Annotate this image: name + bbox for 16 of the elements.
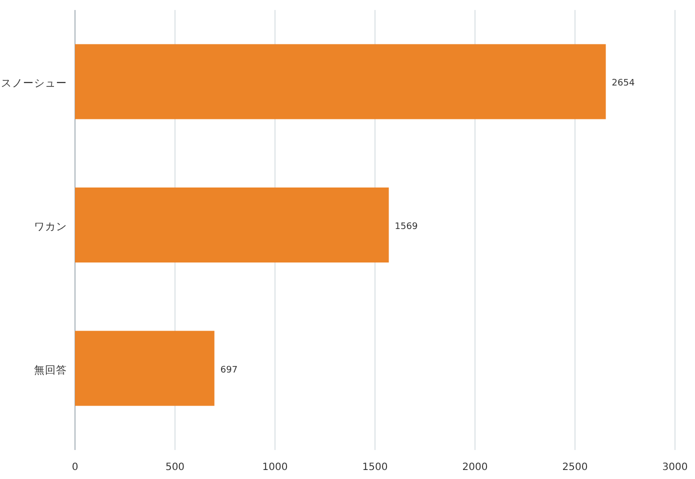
y-tick-label: ワカン (34, 221, 67, 233)
bar (75, 330, 214, 406)
x-tick-label: 0 (72, 462, 78, 473)
data-label: 1569 (394, 222, 418, 232)
bar (75, 44, 606, 120)
x-tick-label: 2000 (462, 462, 488, 473)
x-tick-label: 500 (165, 462, 185, 473)
data-label: 2654 (612, 78, 635, 89)
y-tick-label: 無回答 (34, 364, 67, 376)
x-tick-label: 1000 (262, 462, 288, 473)
x-tick-label: 3000 (662, 462, 688, 473)
bar (75, 188, 389, 262)
data-label: 697 (220, 365, 238, 376)
x-tick-label: 1500 (362, 462, 388, 473)
y-tick-label: スノーシュー (1, 78, 67, 90)
x-tick-label: 2500 (562, 462, 588, 473)
